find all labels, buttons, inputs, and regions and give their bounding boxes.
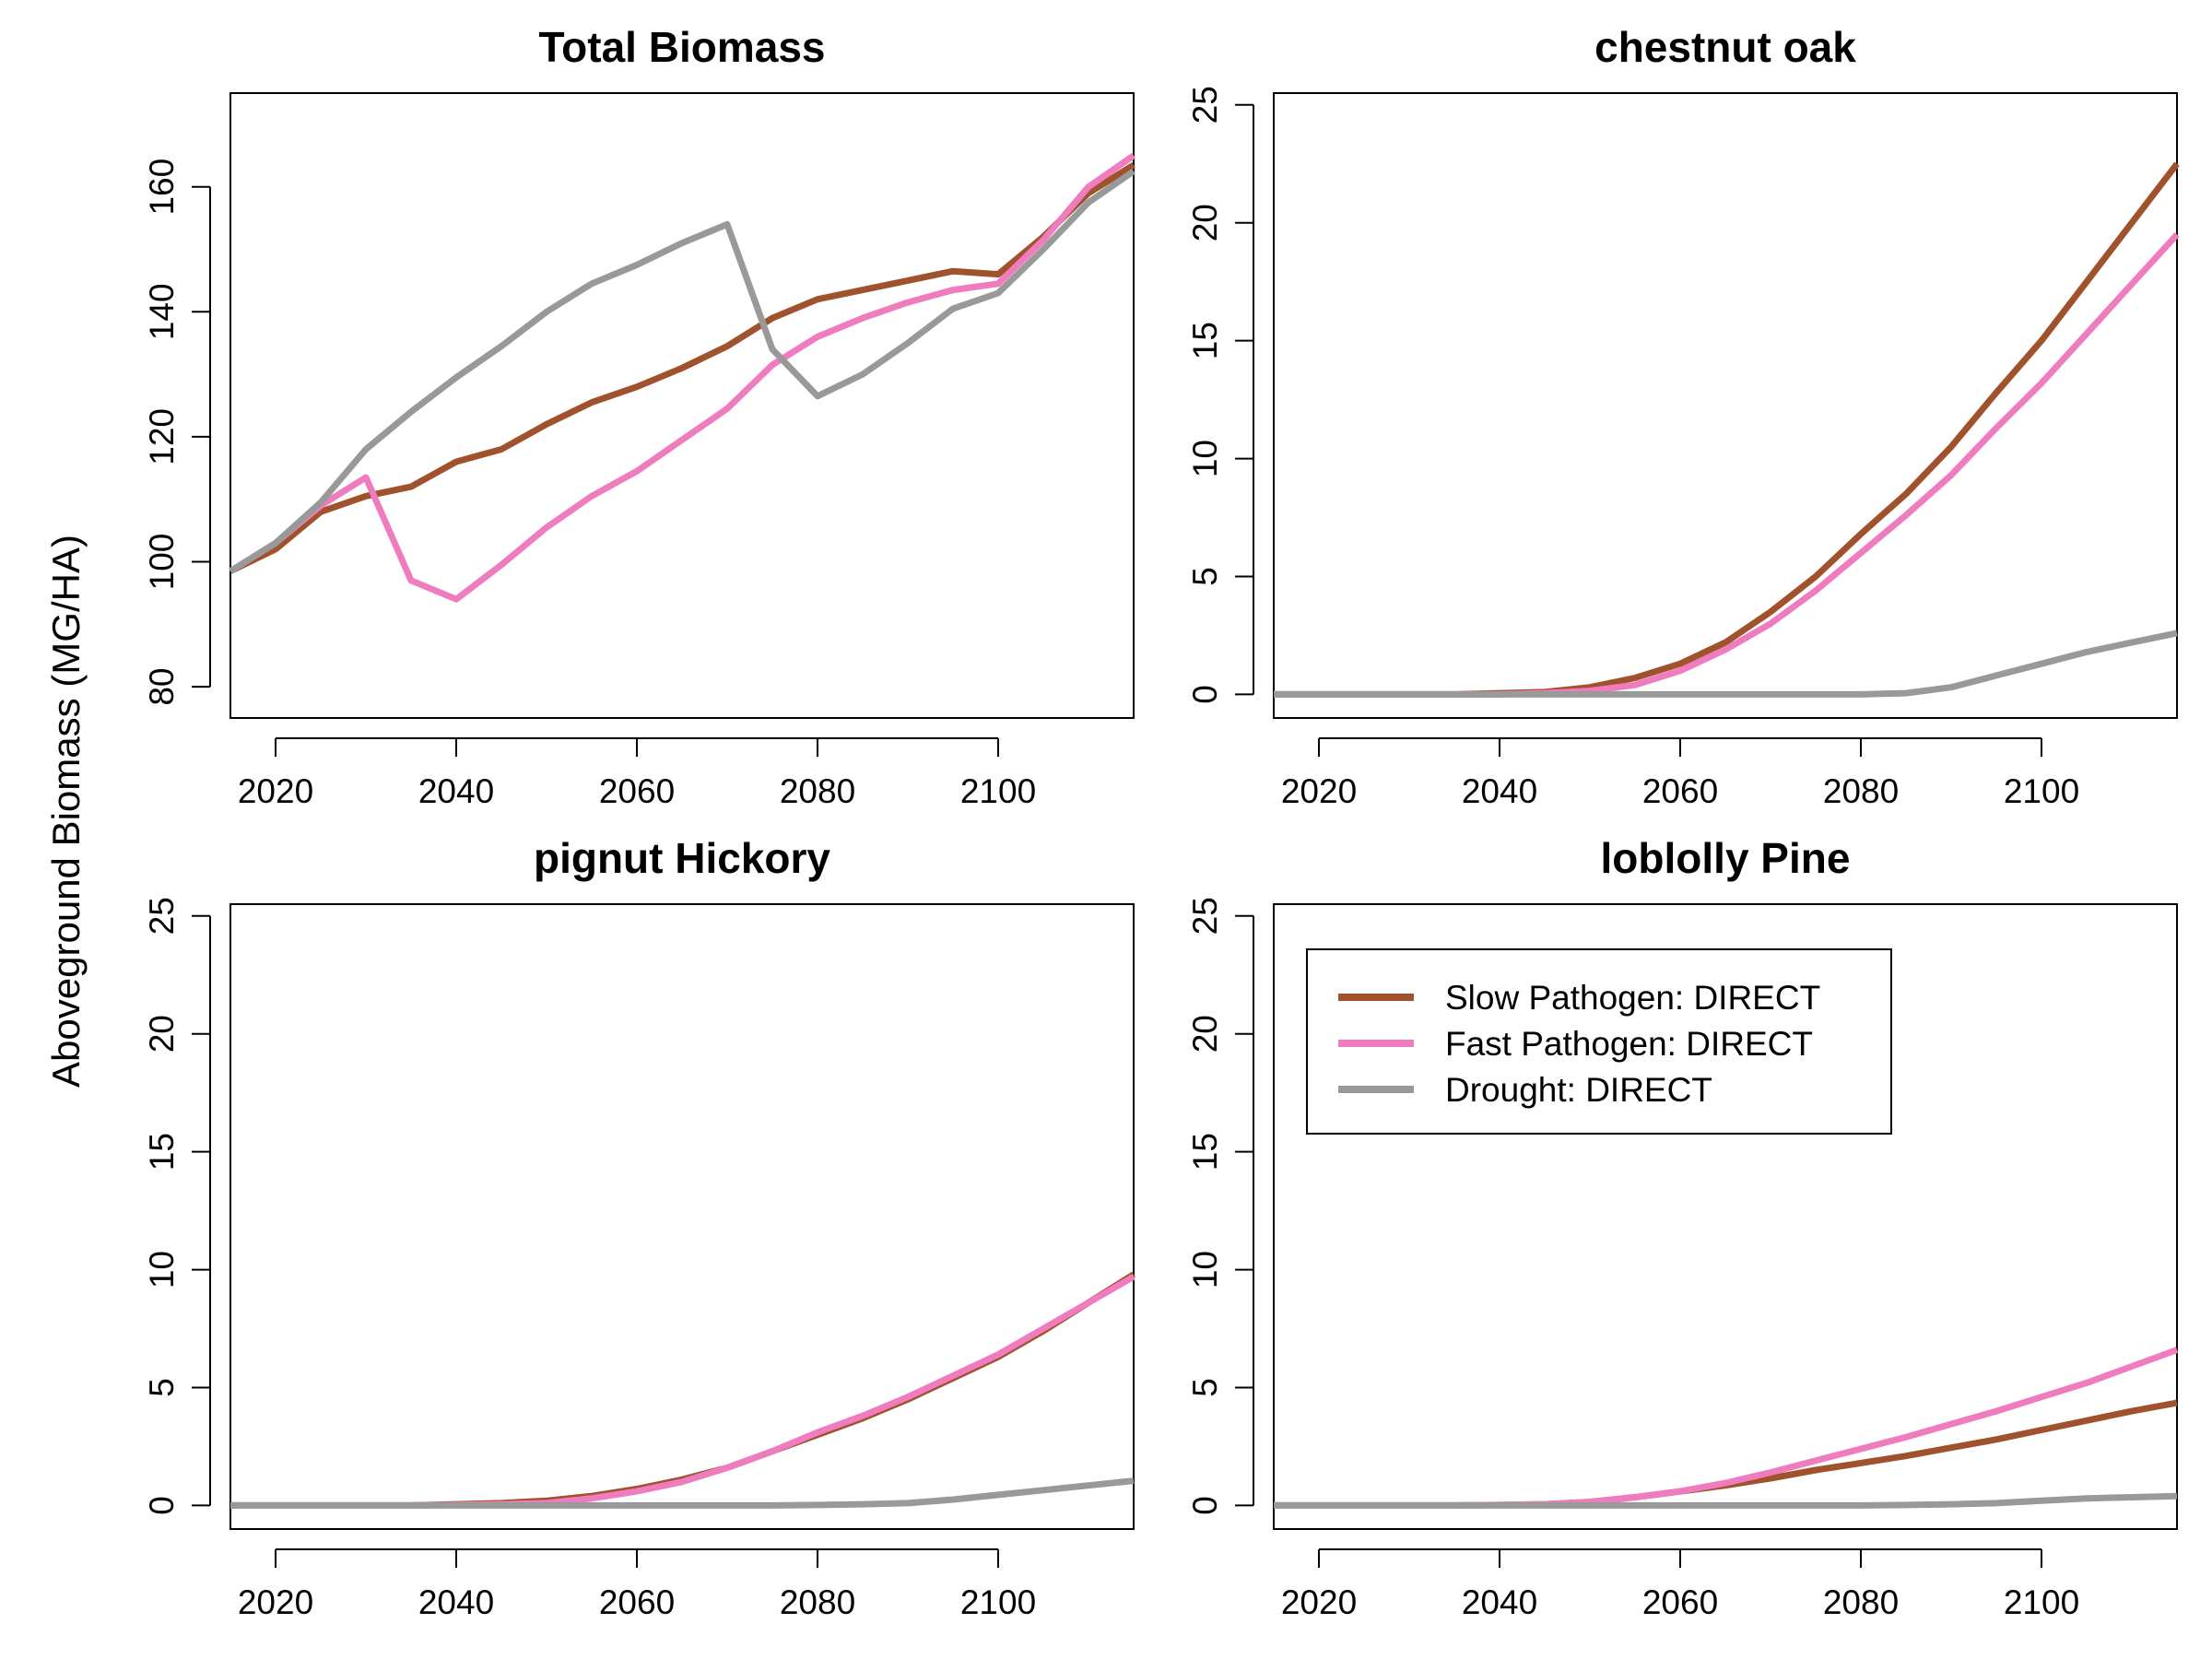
y-tick-label: 10 — [143, 1251, 181, 1288]
x-tick-label: 2080 — [1823, 1583, 1899, 1621]
plot-frame — [1273, 903, 2178, 1530]
x-tick-label: 2060 — [1642, 772, 1718, 810]
panel-title: Total Biomass — [539, 23, 826, 71]
panel-3: pignut Hickory 2020 2040 2060 2080 2100 0 5 10 15… — [143, 834, 1135, 1621]
legend-label: Fast Pathogen: DIRECT — [1445, 1025, 1813, 1063]
y-tick-label: 140 — [143, 283, 181, 340]
y-tick-label: 20 — [1186, 1015, 1224, 1053]
series-line — [230, 1274, 1135, 1509]
x-tick-label: 2020 — [1281, 1583, 1357, 1621]
series-line — [1274, 1492, 2178, 1509]
panel-title: pignut Hickory — [534, 834, 830, 882]
y-tick-label: 5 — [143, 1378, 181, 1397]
x-tick-label: 2100 — [2004, 772, 2079, 810]
x-tick-label: 2080 — [780, 772, 855, 810]
x-tick-label: 2060 — [599, 772, 675, 810]
y-tick-label: 0 — [143, 1496, 181, 1515]
plot-frame — [229, 92, 1135, 719]
series-line — [1274, 161, 2180, 698]
x-tick-label: 2020 — [238, 1583, 313, 1621]
y-tick-label: 15 — [1186, 1133, 1224, 1171]
x-tick-label: 2080 — [1823, 772, 1899, 810]
series-line — [229, 162, 1135, 574]
x-tick-label: 2040 — [418, 1583, 494, 1621]
y-tick-label: 15 — [1186, 322, 1224, 359]
y-tick-label: 25 — [1186, 897, 1224, 935]
x-tick-label: 2060 — [1642, 1583, 1718, 1621]
series-line — [1274, 1399, 2178, 1509]
x-tick-label: 2040 — [1462, 1583, 1537, 1621]
y-tick-label: 120 — [143, 408, 181, 465]
series-line — [229, 152, 1135, 603]
x-tick-label: 2100 — [2004, 1583, 2079, 1621]
x-tick-label: 2020 — [1281, 772, 1357, 810]
y-tick-label: 20 — [1186, 204, 1224, 241]
series-line — [1274, 629, 2178, 698]
legend-label: Slow Pathogen: DIRECT — [1445, 979, 1820, 1017]
x-tick-label: 2080 — [780, 1583, 855, 1621]
y-tick-label: 0 — [1186, 685, 1224, 704]
panel-2: chestnut oak 2020 2040 2060 2080 2100 0 5 10 15 20… — [1186, 23, 2180, 810]
y-tick-label: 10 — [1186, 1251, 1224, 1288]
plot-frame — [1273, 92, 2178, 719]
panel-4: loblolly Pine 2020 2040 2060 2080 2100 0 5 10 15 2… — [1186, 834, 2179, 1621]
x-tick-label: 2020 — [238, 772, 313, 810]
y-axis-label: Aboveground Biomass (MG/HA) — [44, 535, 88, 1088]
x-tick-label: 2100 — [960, 1583, 1036, 1621]
legend: Slow Pathogen: DIRECT Fast Pathogen: DIRE… — [1306, 948, 1892, 1135]
y-tick-label: 25 — [143, 897, 181, 935]
x-tick-label: 2060 — [599, 1583, 675, 1621]
y-tick-label: 100 — [143, 534, 181, 591]
series-line — [230, 1271, 1135, 1509]
x-tick-label: 2040 — [1462, 772, 1537, 810]
y-tick-label: 10 — [1186, 440, 1224, 477]
panel-1: Total Biomass 2020 2040 2060 2080 2100 80 100 12… — [143, 23, 1135, 810]
panel-title: loblolly Pine — [1601, 834, 1851, 882]
plot-frame — [229, 903, 1135, 1530]
y-tick-label: 0 — [1186, 1496, 1224, 1515]
x-tick-label: 2100 — [960, 772, 1036, 810]
y-tick-label: 15 — [143, 1133, 181, 1171]
y-tick-label: 20 — [143, 1015, 181, 1053]
y-tick-label: 5 — [1186, 1378, 1224, 1397]
series-line — [1274, 232, 2180, 698]
y-tick-label: 25 — [1186, 86, 1224, 124]
x-tick-label: 2040 — [418, 772, 494, 810]
y-tick-label: 160 — [143, 159, 181, 216]
y-tick-label: 5 — [1186, 567, 1224, 586]
panel-title: chestnut oak — [1594, 23, 1856, 71]
legend-label: Drought: DIRECT — [1445, 1071, 1712, 1109]
series-line — [229, 168, 1135, 574]
y-tick-label: 80 — [143, 668, 181, 706]
series-line — [230, 1477, 1135, 1509]
